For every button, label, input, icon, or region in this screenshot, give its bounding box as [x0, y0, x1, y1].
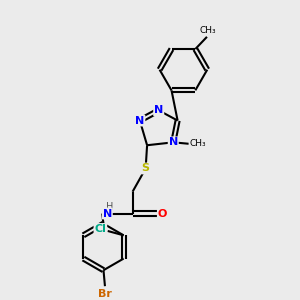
Text: H: H: [106, 202, 113, 212]
Text: N: N: [103, 208, 112, 218]
Text: N: N: [154, 105, 163, 116]
Text: Br: Br: [98, 289, 112, 299]
Text: CH₃: CH₃: [199, 26, 216, 35]
Text: Cl: Cl: [94, 224, 106, 234]
Text: N: N: [135, 116, 145, 125]
Text: CH₃: CH₃: [189, 139, 206, 148]
Text: O: O: [158, 208, 167, 218]
Text: S: S: [142, 164, 150, 173]
Text: N: N: [169, 137, 178, 147]
